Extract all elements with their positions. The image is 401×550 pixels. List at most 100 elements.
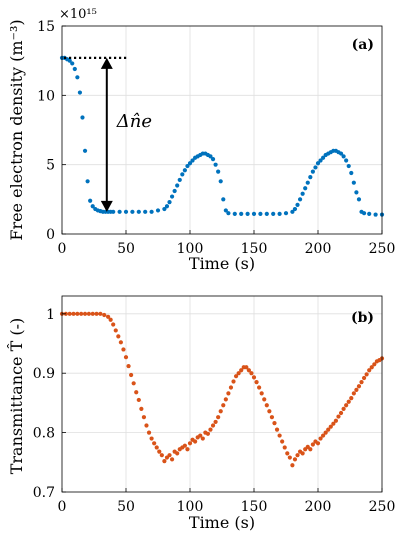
data-point-b bbox=[354, 387, 359, 392]
data-point-b bbox=[169, 457, 175, 462]
data-point-a bbox=[164, 204, 170, 209]
data-point-a bbox=[221, 197, 226, 202]
axes-box-a bbox=[61, 25, 383, 235]
data-point-a bbox=[300, 191, 305, 196]
data-point-a bbox=[349, 170, 354, 176]
data-point-a bbox=[117, 209, 122, 214]
arrow-head-top bbox=[100, 57, 113, 69]
data-point-b bbox=[200, 436, 205, 441]
y-multiplier-label: ×10¹⁵ bbox=[59, 7, 97, 22]
data-point-a bbox=[82, 148, 88, 153]
y-tick-label-b: 1 bbox=[46, 307, 55, 323]
data-point-b bbox=[336, 414, 341, 419]
data-point-b bbox=[282, 445, 287, 450]
data-point-b bbox=[364, 372, 369, 377]
data-point-b bbox=[295, 453, 300, 458]
data-point-b bbox=[126, 363, 131, 369]
data-point-b bbox=[262, 397, 267, 402]
data-point-a bbox=[210, 157, 216, 162]
data-point-a bbox=[344, 158, 349, 163]
data-point-b bbox=[259, 391, 264, 396]
data-point-b bbox=[118, 340, 123, 345]
y-axis-label-b: Transmittance T̂ (-) bbox=[7, 318, 26, 475]
data-point-a bbox=[373, 212, 378, 217]
ticks-b: 0 50 100 150 200 250 0.7 0.8 0.9 1 bbox=[33, 307, 396, 515]
data-point-a bbox=[321, 155, 326, 160]
data-point-b bbox=[287, 455, 292, 460]
data-point-b bbox=[185, 447, 190, 452]
data-point-a bbox=[308, 175, 313, 180]
data-point-a bbox=[167, 200, 172, 205]
data-point-a bbox=[213, 162, 218, 167]
data-point-a bbox=[88, 198, 93, 203]
grid-b bbox=[62, 296, 382, 492]
x-tick-label-b: 150 bbox=[241, 499, 268, 515]
data-point-b bbox=[274, 427, 280, 432]
data-point-a bbox=[149, 209, 154, 214]
data-point-b bbox=[131, 381, 136, 386]
data-point-a bbox=[180, 172, 185, 177]
grid-a bbox=[62, 26, 382, 234]
chart-a: Δn̂e 0 50 100 150 200 250 0 5 10 15 (a) ×10¹⁵ Tim… bbox=[7, 7, 395, 273]
data-point-b bbox=[210, 423, 216, 428]
data-point-a bbox=[162, 206, 167, 212]
data-point-b bbox=[67, 311, 72, 316]
data-point-b bbox=[369, 365, 374, 370]
data-point-a bbox=[354, 190, 359, 195]
data-point-b bbox=[102, 312, 107, 318]
data-point-a bbox=[223, 208, 228, 213]
y-tick-label-a: 10 bbox=[37, 88, 55, 104]
points-a bbox=[59, 55, 385, 217]
y-tick-label-b: 0.8 bbox=[33, 426, 55, 442]
x-tick-label-a: 50 bbox=[117, 241, 135, 257]
data-point-a bbox=[72, 66, 77, 72]
data-point-a bbox=[351, 180, 356, 185]
data-point-b bbox=[349, 396, 354, 401]
y-axis-label-a: Free electron density (m⁻³) bbox=[7, 19, 26, 240]
data-point-a bbox=[123, 209, 129, 214]
data-point-b bbox=[167, 453, 172, 458]
data-point-b bbox=[300, 451, 305, 456]
data-point-b bbox=[254, 380, 259, 385]
data-point-a bbox=[297, 197, 303, 202]
data-point-a bbox=[292, 206, 298, 212]
data-point-b bbox=[149, 436, 154, 441]
data-point-a bbox=[169, 194, 175, 199]
x-axis-label-a: Time (s) bbox=[189, 254, 255, 273]
x-tick-label-a: 200 bbox=[305, 241, 332, 257]
data-point-a bbox=[136, 209, 141, 214]
data-point-a bbox=[172, 188, 177, 194]
data-point-a bbox=[67, 58, 72, 63]
ticks-a: 0 50 100 150 200 250 0 5 10 15 bbox=[37, 19, 395, 257]
data-point-b bbox=[121, 347, 126, 352]
data-point-b bbox=[308, 447, 313, 452]
data-point-b bbox=[111, 322, 116, 327]
data-point-b bbox=[344, 403, 349, 408]
data-point-a bbox=[80, 115, 85, 120]
data-point-a bbox=[111, 209, 116, 214]
data-point-a bbox=[226, 211, 231, 216]
data-point-b bbox=[321, 433, 326, 438]
data-point-b bbox=[226, 391, 231, 396]
y-tick-label-b: 0.7 bbox=[33, 485, 55, 501]
data-point-a bbox=[277, 211, 282, 216]
data-point-a bbox=[143, 209, 148, 214]
points-b bbox=[59, 311, 385, 468]
data-point-b bbox=[141, 415, 147, 420]
data-point-a bbox=[85, 179, 90, 184]
data-point-a bbox=[361, 211, 367, 216]
data-point-a bbox=[185, 163, 190, 169]
data-point-a bbox=[232, 211, 237, 216]
data-point-b bbox=[338, 410, 344, 416]
x-tick-label-a: 250 bbox=[369, 241, 396, 257]
data-point-b bbox=[323, 430, 328, 435]
data-point-b bbox=[213, 419, 218, 425]
data-point-b bbox=[367, 368, 372, 373]
data-point-b bbox=[162, 459, 167, 464]
data-point-a bbox=[75, 75, 80, 80]
data-point-a bbox=[70, 61, 75, 66]
data-point-b bbox=[154, 445, 159, 450]
data-point-a bbox=[346, 163, 351, 169]
data-point-a bbox=[77, 90, 83, 95]
